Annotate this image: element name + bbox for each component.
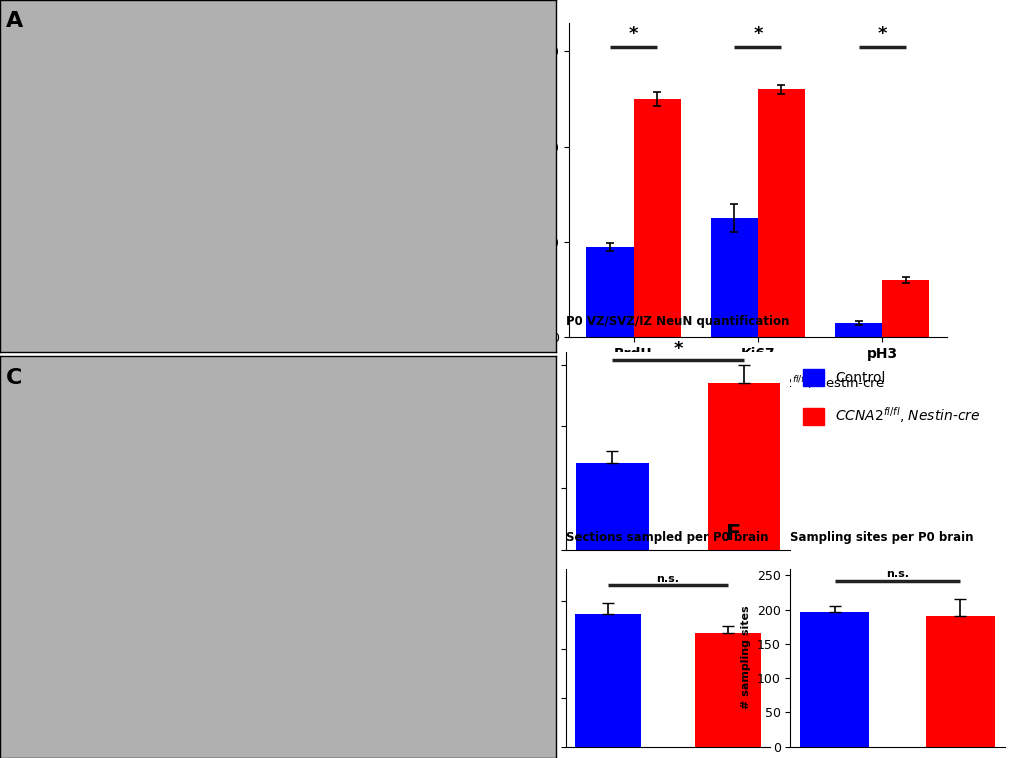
Text: *: * xyxy=(673,340,683,358)
Text: n.s.: n.s. xyxy=(886,569,908,579)
Bar xyxy=(694,633,760,747)
Bar xyxy=(707,384,780,550)
Text: P0 VZ/SVZ/IZ NeuN quantification: P0 VZ/SVZ/IZ NeuN quantification xyxy=(566,315,789,327)
Text: B: B xyxy=(531,4,548,23)
Bar xyxy=(835,323,881,337)
Text: Sections sampled per P0 brain: Sections sampled per P0 brain xyxy=(566,531,768,543)
Bar xyxy=(800,612,868,747)
Y-axis label: %-positive cells: %-positive cells xyxy=(525,126,537,234)
Bar xyxy=(575,614,641,747)
Text: *: * xyxy=(628,25,638,42)
Text: E: E xyxy=(504,524,520,544)
Text: D: D xyxy=(498,309,517,329)
Y-axis label: # sections: # sections xyxy=(532,625,542,690)
Bar xyxy=(881,280,928,337)
Bar xyxy=(586,247,633,337)
Legend: Control, $CCNA2^{fl/fl}$, $\it{Nestin}$-$\it{cre}$: Control, $CCNA2^{fl/fl}$, $\it{Nestin}$-… xyxy=(797,363,985,431)
Bar xyxy=(925,616,994,747)
Text: n.s.: n.s. xyxy=(656,574,679,584)
Y-axis label: # sampling sites: # sampling sites xyxy=(741,606,751,709)
Text: *: * xyxy=(876,25,887,42)
Y-axis label: # NeuN-positive cells: # NeuN-positive cells xyxy=(495,384,504,518)
Text: F: F xyxy=(726,524,741,544)
Text: Sampling sites per P0 brain: Sampling sites per P0 brain xyxy=(790,531,973,543)
Legend: Control, CCNA2$^{fl/fl}$, Nestin-cre: Control, CCNA2$^{fl/fl}$, Nestin-cre xyxy=(626,369,889,396)
Text: *: * xyxy=(752,25,762,42)
Text: C: C xyxy=(5,368,22,388)
Bar xyxy=(576,463,648,550)
Bar xyxy=(633,99,680,337)
Bar xyxy=(757,89,804,337)
Bar xyxy=(710,218,757,337)
Text: A: A xyxy=(5,11,22,30)
